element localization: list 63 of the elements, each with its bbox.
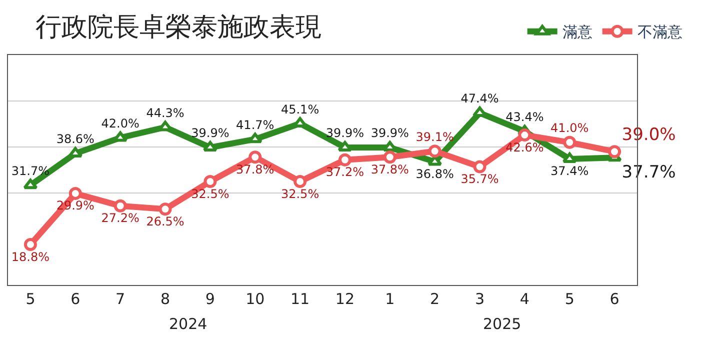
x-tick-label: 3	[474, 290, 485, 308]
x-tick-label: 8	[160, 290, 170, 308]
point	[294, 175, 307, 188]
data-label: 39.9%	[370, 126, 409, 140]
point	[248, 150, 262, 164]
point	[563, 136, 576, 149]
x-tick-label: 5	[564, 290, 574, 308]
data-label: 41.7%	[236, 118, 274, 132]
point	[68, 146, 83, 158]
x-tick-label: 7	[116, 290, 126, 308]
data-label: 37.4%	[550, 164, 589, 178]
x-tick-label: 5	[26, 290, 36, 308]
point	[23, 178, 38, 190]
x-tick-label: 6	[70, 290, 80, 308]
point	[428, 144, 442, 158]
data-label: 38.6%	[56, 132, 94, 146]
point	[562, 152, 577, 163]
point	[428, 155, 442, 166]
legend-label: 不滿意	[637, 23, 682, 42]
data-label: 27.2%	[101, 211, 140, 226]
point	[338, 140, 352, 152]
x-tick-label: 4	[520, 290, 530, 308]
data-label: 42.0%	[101, 116, 140, 131]
data-label: 45.1%	[280, 102, 320, 116]
text: 2025	[483, 315, 522, 333]
point	[473, 160, 486, 174]
data-label: 26.5%	[146, 214, 184, 228]
point	[383, 150, 396, 164]
x-tick-label: 1	[385, 290, 395, 308]
x-tick-label: 12	[335, 290, 355, 308]
point	[338, 153, 352, 166]
data-label: 39.9%	[191, 126, 230, 140]
data-label: 35.7%	[460, 172, 499, 186]
data-label: 39.9%	[326, 126, 364, 140]
data-label: 37.2%	[326, 165, 364, 180]
x-tick-label: 11	[290, 290, 310, 308]
x-tick-label: 6	[610, 290, 620, 308]
data-label: 37.8%	[370, 162, 409, 176]
point	[158, 202, 172, 216]
data-label: 36.8%	[416, 166, 454, 181]
data-label: 44.3%	[146, 106, 184, 120]
point	[24, 238, 37, 252]
data-label: 41.0%	[550, 121, 589, 136]
point	[248, 132, 262, 144]
data-label: 39.1%	[416, 130, 454, 144]
data-label: 32.5%	[280, 186, 320, 201]
point	[68, 186, 82, 200]
text: 2024	[169, 315, 208, 333]
point	[608, 145, 622, 158]
x-tick-label: 10	[246, 290, 265, 308]
data-label: 18.8%	[11, 250, 50, 264]
point	[114, 199, 127, 212]
point	[202, 140, 218, 152]
chart-title: 行政院長卓榮泰施政表現	[35, 12, 322, 43]
x-tick-label: 2	[430, 290, 440, 308]
data-label: 37.8%	[236, 162, 274, 176]
point	[204, 175, 217, 188]
point	[518, 128, 532, 142]
data-label: 32.5%	[191, 186, 230, 201]
data-label: 43.4%	[506, 110, 544, 124]
data-label: 47.4%	[460, 92, 499, 106]
legend-label: 滿意	[562, 23, 592, 42]
x-tick-label: 9	[205, 290, 215, 308]
